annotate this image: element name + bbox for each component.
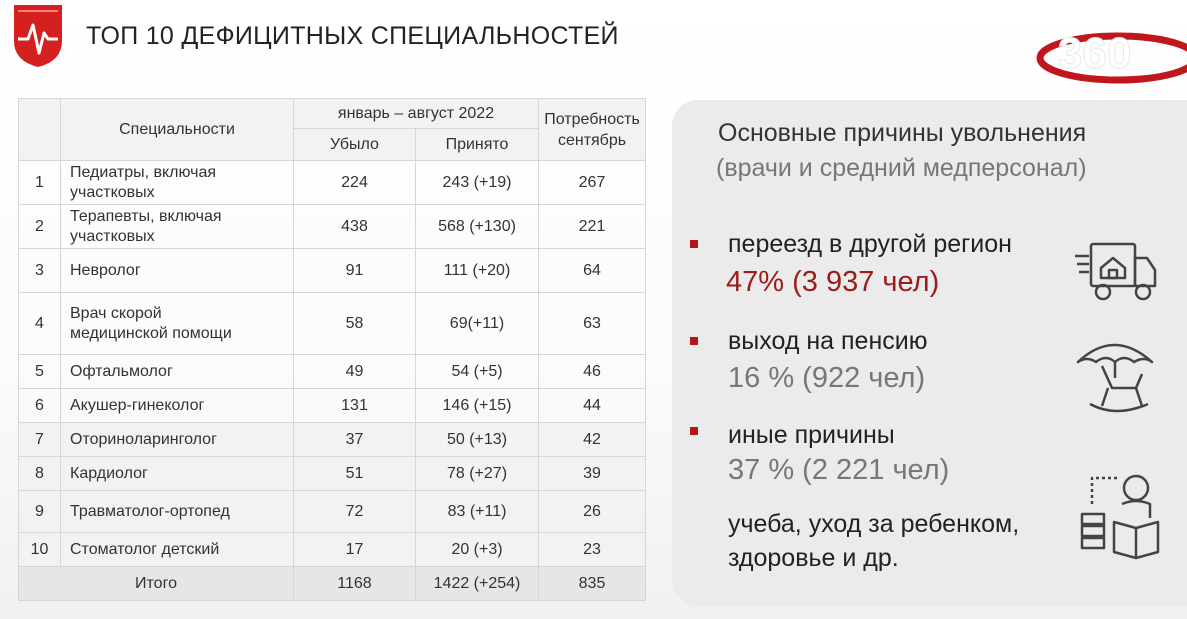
header-number <box>18 98 61 161</box>
row-hired: 69(+11) <box>414 292 540 355</box>
row-left: 91 <box>293 248 416 293</box>
total-need: 835 <box>538 566 647 601</box>
row-specialty: Офтальмолог <box>60 354 294 389</box>
header-need: Потребность сентябрь <box>538 98 647 161</box>
city-emblem-icon <box>14 5 62 67</box>
page-title: ТОП 10 ДЕФИЦИТНЫХ СПЕЦИАЛЬНОСТЕЙ <box>86 22 619 50</box>
row-hired: 243 (+19) <box>414 160 540 205</box>
row-number: 5 <box>18 354 61 389</box>
row-need: 26 <box>538 490 647 533</box>
row-left: 58 <box>293 292 416 355</box>
bullet-icon <box>690 240 698 248</box>
header-left: Убыло <box>293 128 416 161</box>
reasons-title: Основные причины увольнения <box>718 119 1087 147</box>
row-left: 224 <box>293 160 416 205</box>
reason-label: переезд в другой регион <box>728 230 1012 258</box>
header-hired: Принято <box>414 128 540 161</box>
row-hired: 54 (+5) <box>414 354 540 389</box>
row-specialty: Педиатры, включая участковых <box>60 160 294 205</box>
svg-text:360: 360 <box>1058 29 1131 78</box>
row-need: 39 <box>538 456 647 491</box>
bullet-icon <box>690 427 698 435</box>
row-specialty: Врач скорой медицинской помощи <box>60 292 294 355</box>
row-number: 6 <box>18 388 61 423</box>
row-specialty: Терапевты, включая участковых <box>60 204 294 249</box>
header-period: январь – август 2022 <box>292 98 540 129</box>
reason-value: 37 % (2 221 чел) <box>728 454 950 486</box>
row-specialty: Стоматолог детский <box>60 532 294 567</box>
row-hired: 78 (+27) <box>414 456 540 491</box>
row-need: 267 <box>538 160 647 205</box>
row-need: 23 <box>538 532 647 567</box>
reasons-subtitle: (врачи и средний медперсонал) <box>716 154 1087 182</box>
row-specialty: Кардиолог <box>60 456 294 491</box>
reasons-panel <box>672 100 1187 606</box>
row-hired: 568 (+130) <box>414 204 540 249</box>
row-number: 9 <box>18 490 61 533</box>
row-need: 42 <box>538 422 647 457</box>
moving-truck-icon <box>1075 242 1157 301</box>
row-specialty: Оториноларинголог <box>60 422 294 457</box>
row-number: 10 <box>18 532 61 567</box>
row-number: 4 <box>18 292 61 355</box>
row-number: 2 <box>18 204 61 249</box>
row-left: 438 <box>293 204 416 249</box>
row-left: 49 <box>293 354 416 389</box>
header-specialty: Специальности <box>60 98 294 161</box>
row-hired: 20 (+3) <box>414 532 540 567</box>
channel-360-logo: 360 <box>1036 29 1187 84</box>
row-specialty: Травматолог-ортопед <box>60 490 294 533</box>
row-need: 63 <box>538 292 647 355</box>
reason-label: иные причины <box>728 421 895 449</box>
row-specialty: Акушер-гинеколог <box>60 388 294 423</box>
row-left: 131 <box>293 388 416 423</box>
row-number: 3 <box>18 248 61 293</box>
row-specialty: Невролог <box>60 248 294 293</box>
reason-label: выход на пенсию <box>728 327 928 355</box>
row-hired: 111 (+20) <box>414 248 540 293</box>
row-number: 7 <box>18 422 61 457</box>
row-number: 8 <box>18 456 61 491</box>
row-need: 64 <box>538 248 647 293</box>
total-label: Итого <box>18 566 294 601</box>
row-hired: 146 (+15) <box>414 388 540 423</box>
row-need: 44 <box>538 388 647 423</box>
row-hired: 83 (+11) <box>414 490 540 533</box>
reasons-note: учеба, уход за ребенком, здоровье и др. <box>728 510 1020 572</box>
bullet-icon <box>690 337 698 345</box>
total-hired: 1422 (+254) <box>414 566 540 601</box>
specialties-table: Специальности январь – август 2022 Потре… <box>18 98 647 601</box>
reading-person-icon <box>1080 474 1160 560</box>
row-left: 17 <box>293 532 416 567</box>
row-left: 51 <box>293 456 416 491</box>
row-need: 221 <box>538 204 647 249</box>
row-left: 72 <box>293 490 416 533</box>
reason-value: 16 % (922 чел) <box>728 362 926 394</box>
row-hired: 50 (+13) <box>414 422 540 457</box>
row-left: 37 <box>293 422 416 457</box>
total-left: 1168 <box>293 566 416 601</box>
row-need: 46 <box>538 354 647 389</box>
row-number: 1 <box>18 160 61 205</box>
rocking-chair-umbrella-icon <box>1076 343 1154 413</box>
reason-value: 47% (3 937 чел) <box>726 266 940 298</box>
